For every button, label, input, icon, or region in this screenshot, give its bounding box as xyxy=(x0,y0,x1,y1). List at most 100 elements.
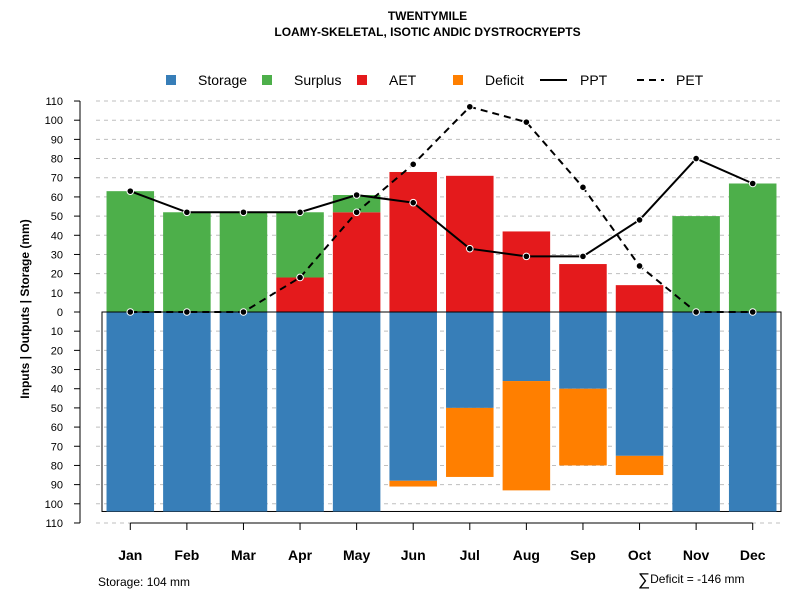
y-tick-label: 90 xyxy=(51,480,63,492)
y-tick-label: 50 xyxy=(51,211,63,223)
y-tick-label: 30 xyxy=(51,249,63,261)
y-tick-label: 20 xyxy=(51,269,63,281)
y-tick-label: 50 xyxy=(51,403,63,415)
aet-bar xyxy=(502,231,551,312)
y-tick-label: 80 xyxy=(51,154,63,166)
pet-point xyxy=(635,262,644,270)
legend-swatch xyxy=(166,75,176,85)
ppt-point xyxy=(465,244,474,253)
y-tick-label: 70 xyxy=(51,441,63,453)
ppt-point xyxy=(522,252,531,261)
deficit-footnote: ∑Deficit = -146 mm xyxy=(638,570,744,590)
legend-label: Surplus xyxy=(294,72,341,88)
ppt-point xyxy=(296,208,304,217)
y-tick-label: 0 xyxy=(57,307,63,319)
ppt-point xyxy=(239,208,248,217)
surplus-bar xyxy=(219,212,268,312)
aet-bar xyxy=(446,175,494,312)
ppt-point xyxy=(183,208,191,217)
legend: Storage Surplus AET Deficit PPT PET xyxy=(166,72,704,88)
x-tick-label: Aug xyxy=(513,547,540,563)
x-tick-label: Mar xyxy=(231,547,256,563)
legend-swatch xyxy=(357,75,367,85)
x-tick-label: Oct xyxy=(628,547,652,563)
y-tick-label: 60 xyxy=(51,422,63,434)
pet-point xyxy=(183,308,191,316)
y-tick-label: 20 xyxy=(51,345,63,357)
storage-bar xyxy=(446,312,494,408)
y-tick-label: 100 xyxy=(45,499,63,511)
ppt-point xyxy=(126,187,135,195)
x-tick-label: Jan xyxy=(118,547,142,563)
storage-bar xyxy=(276,312,324,512)
y-tick-label: 40 xyxy=(51,384,63,396)
pet-point xyxy=(409,160,418,169)
aet-bar xyxy=(389,171,437,312)
storage-bar xyxy=(672,312,720,512)
y-tick-label: 60 xyxy=(51,192,63,204)
y-tick-label: 40 xyxy=(51,230,63,242)
aet-bar xyxy=(559,264,607,312)
legend-label: AET xyxy=(389,72,417,88)
x-tick-label: Jul xyxy=(460,547,480,563)
x-tick-label: Nov xyxy=(683,547,710,563)
pet-point xyxy=(748,308,757,316)
ppt-line xyxy=(129,157,754,258)
y-tick-label: 30 xyxy=(51,365,63,377)
pet-point xyxy=(126,308,135,316)
storage-bar xyxy=(559,312,607,389)
y-tick-label: 70 xyxy=(51,173,63,185)
deficit-bar xyxy=(446,407,494,477)
storage-bar xyxy=(502,312,551,382)
y-axis: 1101009080706050403020100102030405060708… xyxy=(45,96,81,530)
deficit-bar xyxy=(559,388,607,466)
surplus-bar xyxy=(163,212,211,312)
pet-point xyxy=(522,118,531,126)
surplus-bar xyxy=(276,212,324,278)
ppt-point xyxy=(352,191,361,199)
x-tick-label: Dec xyxy=(740,547,766,563)
storage-footnote: Storage: 104 mm xyxy=(98,575,191,589)
x-tick-label: Jun xyxy=(401,547,426,563)
ppt-point xyxy=(692,154,700,163)
storage-bar xyxy=(615,312,664,456)
pet-point xyxy=(352,208,361,217)
line-points xyxy=(126,102,757,316)
deficit-bar xyxy=(502,381,551,491)
storage-bar xyxy=(106,312,155,512)
aet-bar xyxy=(332,212,381,312)
y-tick-label: 110 xyxy=(45,518,63,530)
surplus-bar xyxy=(728,183,777,312)
ppt-point xyxy=(748,179,757,188)
legend-label: PPT xyxy=(580,72,608,88)
y-tick-label: 90 xyxy=(51,134,63,146)
legend-swatch xyxy=(453,75,463,85)
aet-bar xyxy=(615,285,664,312)
x-tick-label: May xyxy=(343,547,370,563)
x-tick-label: Apr xyxy=(288,547,313,563)
x-tick-label: Feb xyxy=(174,547,199,563)
pet-point xyxy=(579,183,587,192)
pet-line xyxy=(130,105,753,313)
storage-bar xyxy=(389,312,437,481)
y-tick-label: 10 xyxy=(51,326,63,338)
x-axis: Jan Feb Mar Apr May Jun Jul Aug Sep Oct Nov Dec xyxy=(118,522,766,563)
pet-point xyxy=(296,273,304,282)
pet-point xyxy=(465,102,474,111)
aet-bar xyxy=(276,277,324,312)
legend-label: PET xyxy=(676,72,704,88)
x-tick-label: Sep xyxy=(570,547,596,563)
storage-bar xyxy=(332,312,381,512)
storage-bar xyxy=(163,312,211,512)
legend-label: Storage xyxy=(198,72,247,88)
y-tick-label: 100 xyxy=(45,115,63,127)
y-axis-title: Inputs | Outputs | Storage (mm) xyxy=(18,219,32,398)
ppt-point xyxy=(635,216,644,224)
legend-label: Deficit xyxy=(485,72,524,88)
ppt-point xyxy=(579,252,587,261)
ppt-point xyxy=(409,198,418,207)
deficit-footnote-text: Deficit = -146 mm xyxy=(650,572,745,586)
chart-subtitle: LOAMY-SKELETAL, ISOTIC ANDIC DYSTROCRYEP… xyxy=(274,25,581,39)
storage-bar xyxy=(219,312,268,512)
